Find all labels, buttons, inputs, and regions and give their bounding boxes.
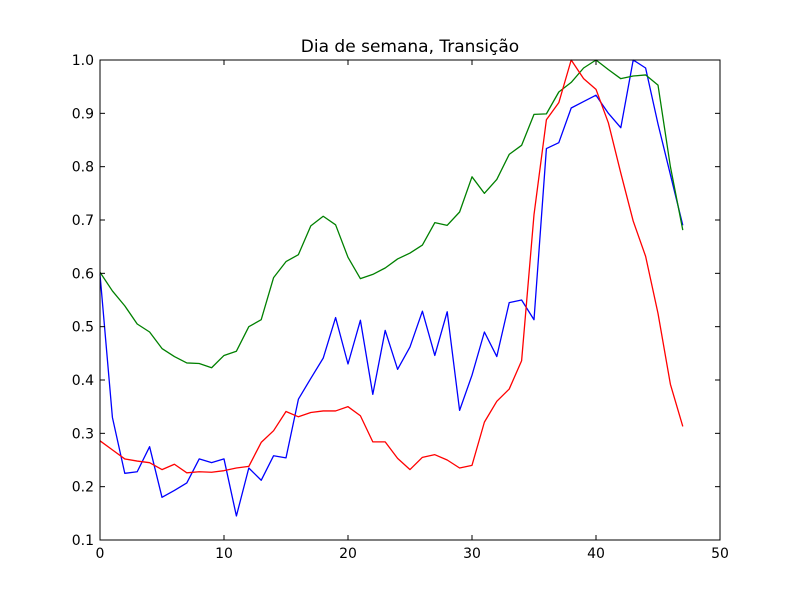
series-line-2 xyxy=(99,59,684,474)
y-tick-label-9: 1.0 xyxy=(72,53,94,69)
series-line-1 xyxy=(99,59,684,369)
y-tick-label-0: 0.1 xyxy=(72,533,94,549)
x-tick-label-4: 40 xyxy=(587,546,605,562)
x-tick-label-3: 30 xyxy=(463,546,481,562)
y-tick-label-2: 0.3 xyxy=(72,426,94,442)
y-tick-label-6: 0.7 xyxy=(72,213,94,229)
x-tick-label-2: 20 xyxy=(339,546,357,562)
x-tick-label-0: 0 xyxy=(96,546,105,562)
y-tick-label-4: 0.5 xyxy=(72,320,94,336)
chart-title: Dia de semana, Transição xyxy=(301,37,519,57)
series-line-0 xyxy=(99,59,684,517)
x-tick-label-5: 50 xyxy=(711,546,729,562)
y-tick-label-7: 0.8 xyxy=(72,160,94,176)
y-tick-label-8: 0.9 xyxy=(72,106,94,122)
x-tick-label-1: 10 xyxy=(215,546,233,562)
series-layer xyxy=(99,59,684,517)
y-tick-label-3: 0.4 xyxy=(72,373,94,389)
plot-frame xyxy=(99,59,721,541)
y-tick-label-5: 0.6 xyxy=(72,266,94,282)
axes-layer: 0 10 20 30 40 50 0.1 0.2 0.3 0.4 0.5 0.6 0.7 0.8 0.9 1.… xyxy=(72,53,729,562)
y-tick-label-1: 0.2 xyxy=(72,480,94,496)
